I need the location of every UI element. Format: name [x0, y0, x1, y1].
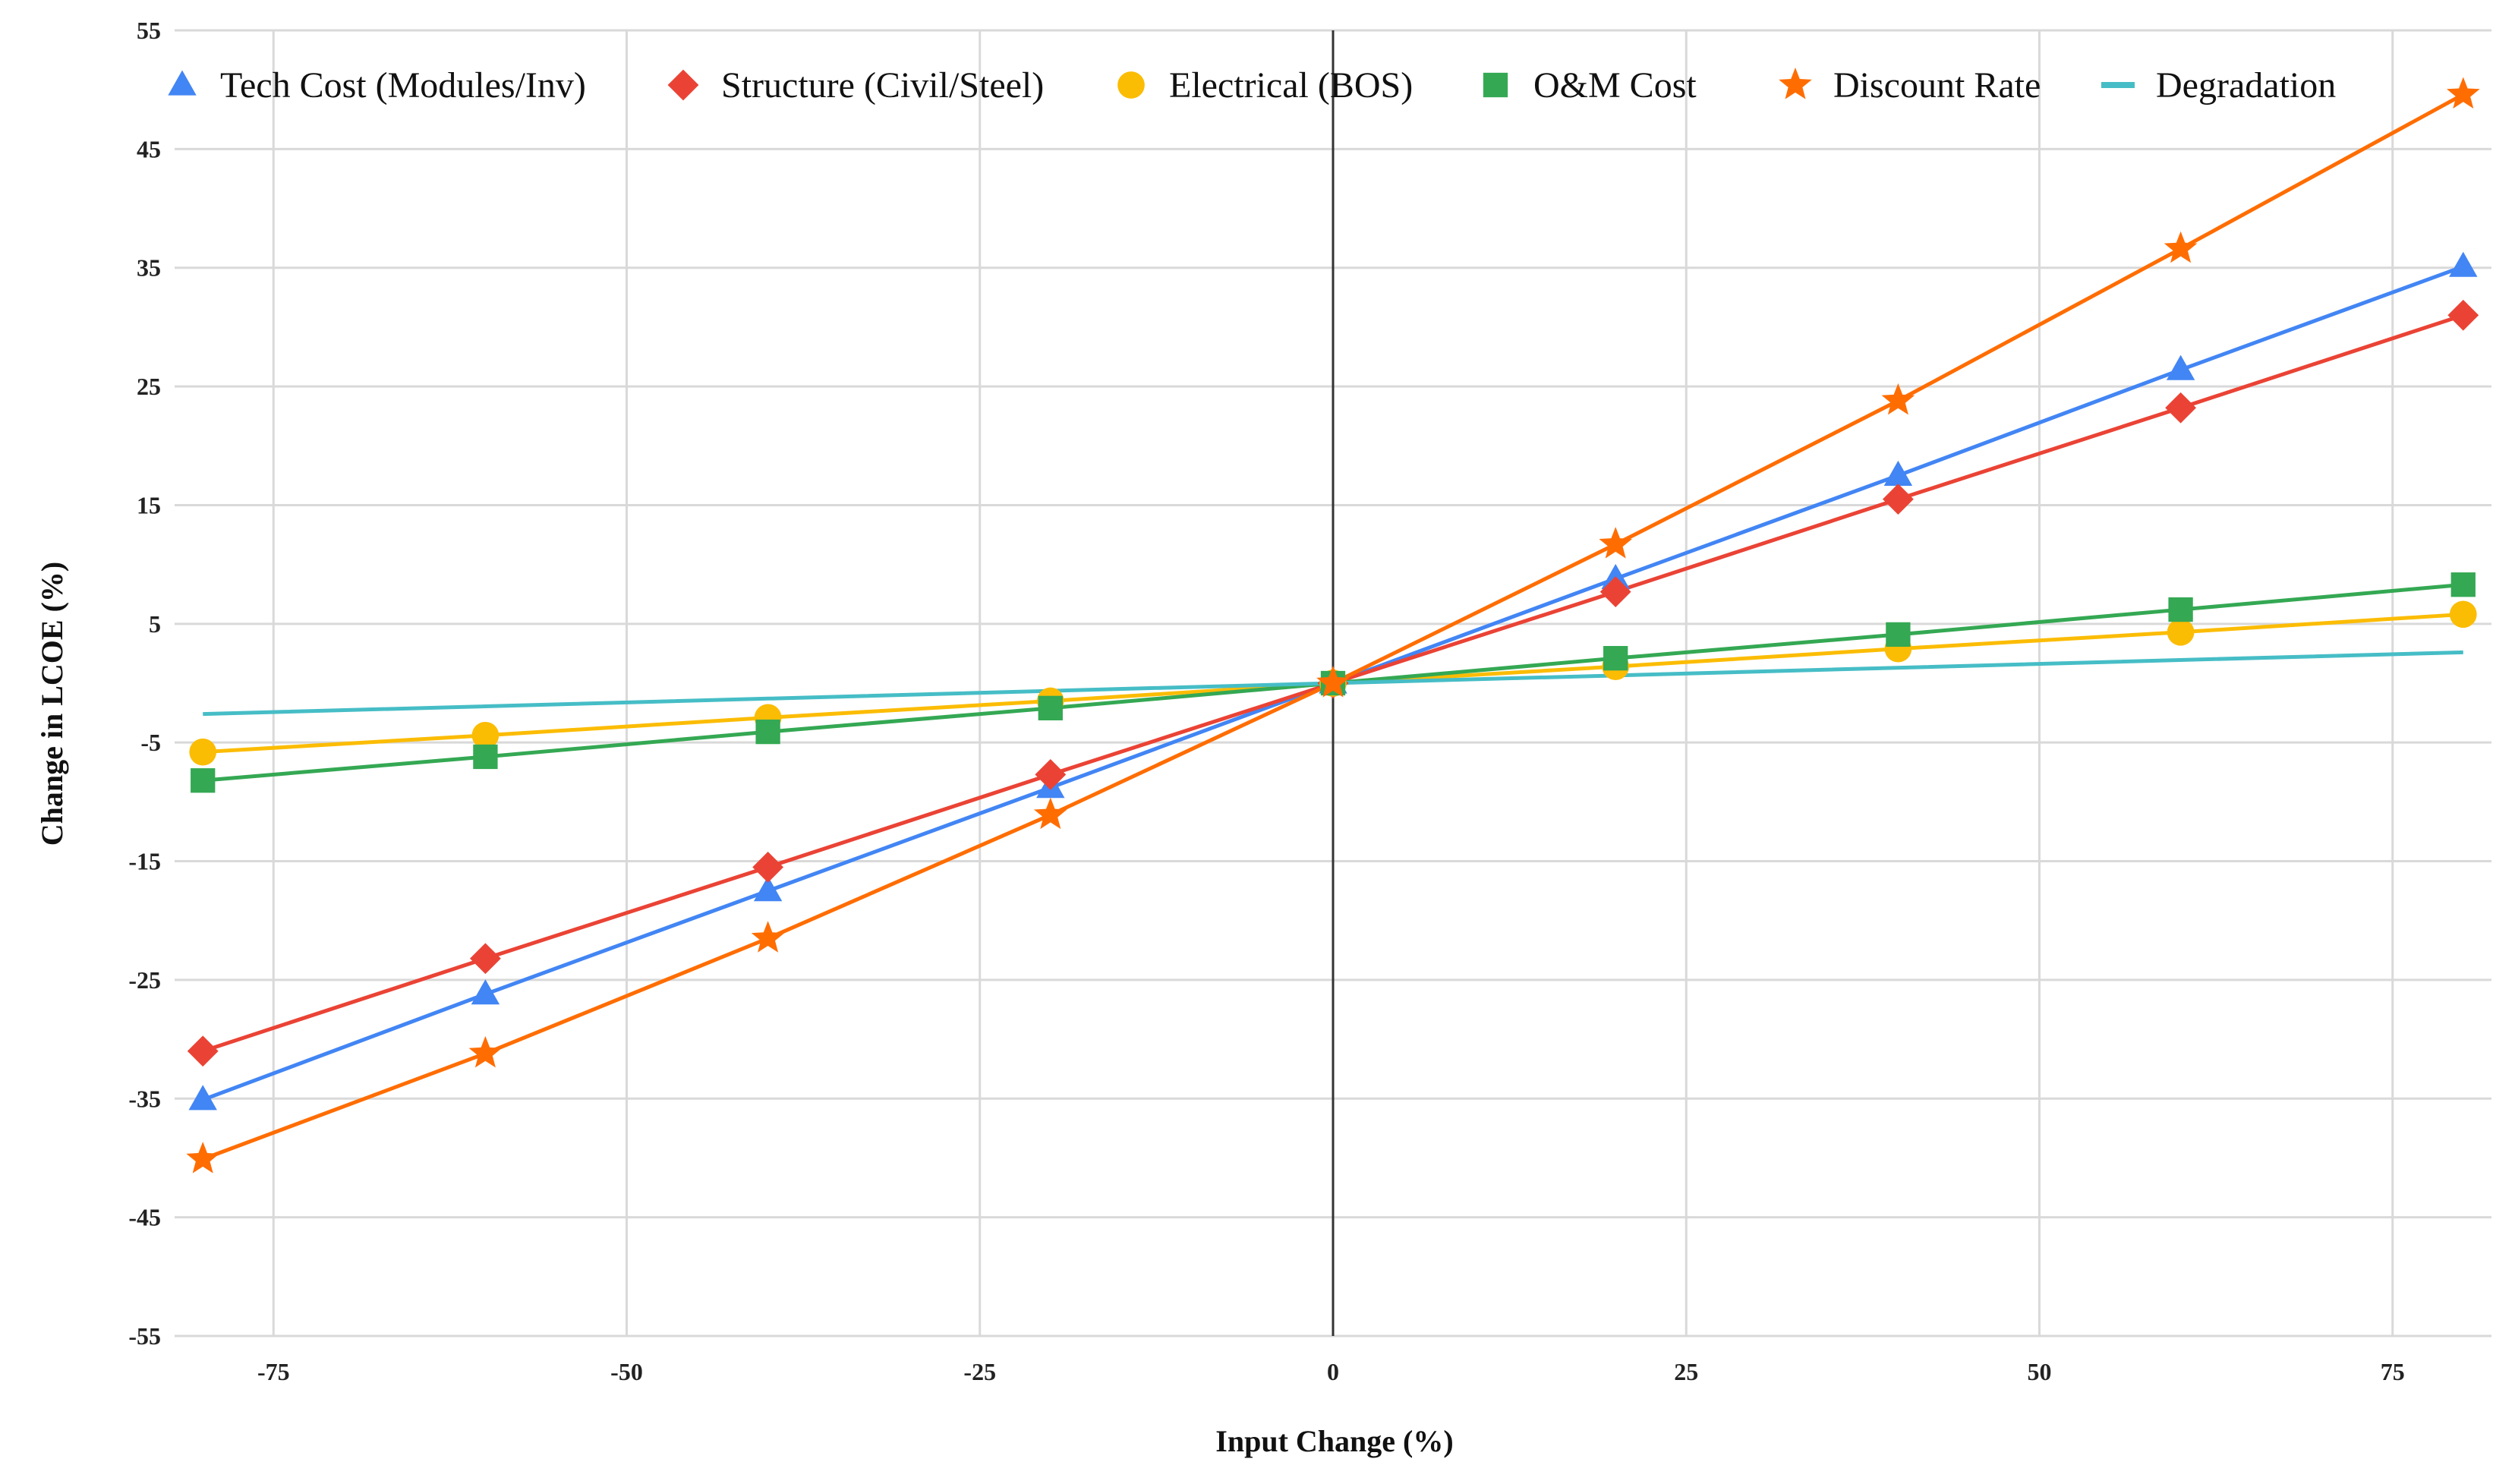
data-point — [1882, 484, 1914, 515]
x-tick-label: 50 — [2027, 1358, 2051, 1385]
legend-label: O&M Cost — [1533, 65, 1697, 106]
data-point — [2168, 597, 2193, 622]
y-tick-label: -45 — [128, 1204, 161, 1231]
series-markers — [186, 77, 2480, 1174]
data-point — [2447, 299, 2479, 331]
legend-label: Degradation — [2156, 65, 2336, 106]
data-point — [1038, 695, 1063, 720]
x-tick-label: -75 — [257, 1358, 290, 1385]
data-point — [752, 851, 784, 883]
data-point — [2167, 618, 2195, 646]
legend-label: Electrical (BOS) — [1169, 65, 1413, 106]
data-point — [188, 1085, 217, 1111]
legend: Tech Cost (Modules/Inv) Structure (Civil/… — [168, 65, 2336, 106]
data-point — [468, 1035, 503, 1068]
x-tick-label: 0 — [1327, 1358, 1339, 1385]
legend-marker — [1779, 68, 1812, 99]
legend-label: Tech Cost (Modules/Inv) — [220, 65, 586, 106]
y-tick-label: -15 — [128, 848, 161, 875]
y-tick-labels: 55 45 35 25 15 5 -5 -15 -25 -35 -45 -55 — [128, 17, 161, 1350]
legend-marker — [1117, 71, 1145, 99]
legend-marker — [168, 70, 197, 96]
x-tick-label: 25 — [1674, 1358, 1698, 1385]
data-point — [189, 738, 217, 766]
data-point — [2164, 231, 2198, 263]
x-tick-label: -50 — [610, 1358, 643, 1385]
data-point — [470, 943, 501, 975]
data-point — [2449, 251, 2478, 277]
y-tick-label: 5 — [149, 610, 161, 638]
data-point — [2449, 600, 2477, 629]
x-tick-label: -25 — [963, 1358, 996, 1385]
y-tick-label: -35 — [128, 1085, 161, 1112]
y-tick-label: -55 — [128, 1322, 161, 1350]
data-point — [1883, 460, 1913, 486]
y-tick-label: -25 — [128, 966, 161, 994]
data-point — [2450, 572, 2476, 597]
data-point — [755, 719, 780, 745]
legend-marker — [2101, 82, 2135, 88]
x-tick-label: 75 — [2381, 1358, 2405, 1385]
data-point — [1886, 622, 1911, 647]
y-tick-label: -5 — [140, 729, 161, 756]
data-point — [2447, 77, 2480, 109]
data-point — [1034, 797, 1067, 830]
legend-label: Discount Rate — [1833, 65, 2041, 106]
data-point — [1316, 666, 1350, 698]
data-point — [1881, 383, 1915, 415]
data-point — [2166, 354, 2195, 380]
y-tick-label: 25 — [137, 373, 161, 400]
legend-marker — [667, 69, 699, 101]
data-point — [187, 1035, 219, 1067]
y-tick-label: 45 — [137, 135, 161, 162]
data-point — [1603, 646, 1628, 671]
data-point — [473, 744, 498, 770]
x-tick-labels: -75 -50 -25 0 25 50 75 — [257, 1358, 2405, 1385]
x-axis-title: Input Change (%) — [1215, 1424, 1453, 1458]
data-point — [1599, 527, 1632, 559]
y-tick-label: 55 — [137, 17, 161, 44]
data-point — [471, 721, 500, 749]
data-point — [191, 768, 216, 793]
data-point — [471, 979, 500, 1005]
legend-label: Structure (Civil/Steel) — [721, 65, 1044, 106]
y-tick-label: 35 — [137, 254, 161, 282]
y-axis-title: Change in LCOE (%) — [35, 562, 69, 846]
data-point — [751, 921, 785, 953]
data-point — [753, 876, 783, 902]
y-tick-label: 15 — [137, 491, 161, 518]
data-point — [186, 1142, 219, 1174]
legend-marker — [1483, 72, 1508, 98]
data-point — [2165, 392, 2196, 424]
data-point — [1599, 576, 1631, 607]
data-point — [1035, 759, 1067, 790]
